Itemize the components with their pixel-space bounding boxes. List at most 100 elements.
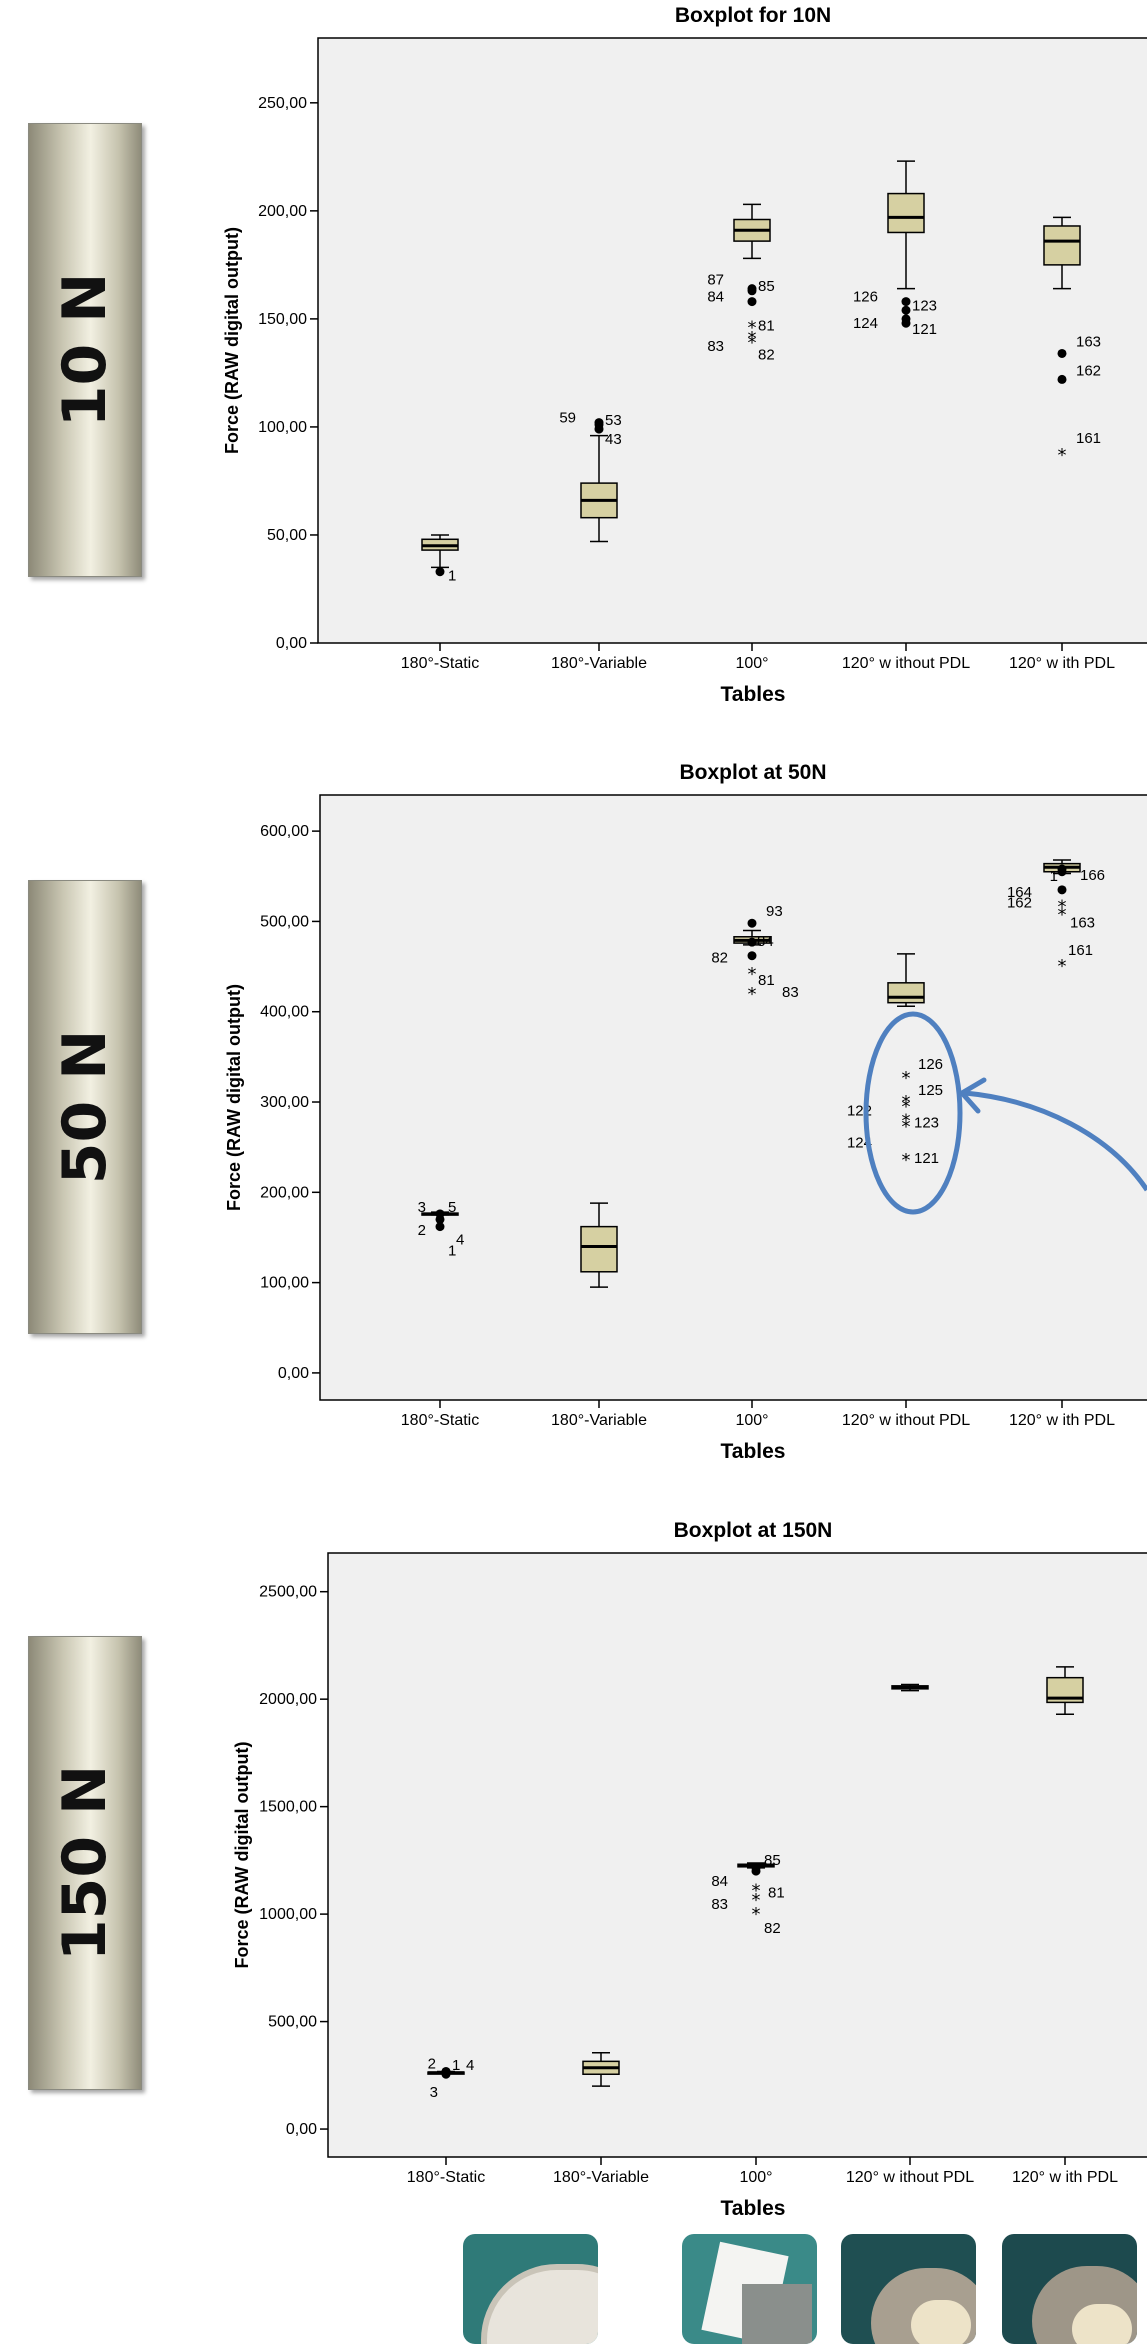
outlier-label: 126 <box>918 1056 943 1073</box>
highlight-arrow <box>964 1090 1147 1192</box>
x-axis-label: Tables <box>721 1440 786 1463</box>
y-tick-label: 250,00 <box>258 95 307 112</box>
outlier-point <box>901 305 911 315</box>
x-tick-label: 180°-Variable <box>551 1412 647 1429</box>
outlier-label: 1 <box>448 1243 456 1260</box>
outlier-label: 126 <box>853 289 878 306</box>
outlier-label: 1 <box>452 2057 460 2074</box>
outlier-label: 125 <box>918 1082 943 1099</box>
y-tick-label: 100,00 <box>260 1275 309 1292</box>
outlier-label: 2 <box>428 2055 436 2072</box>
outlier-label: 81 <box>758 972 775 989</box>
outlier-star: * <box>748 328 757 349</box>
y-tick-label: 100,00 <box>258 419 307 436</box>
box-3 <box>887 953 925 1008</box>
outlier-label: 3 <box>430 2084 438 2101</box>
outlier-label: 84 <box>707 289 724 306</box>
outlier-label: 83 <box>711 1896 728 1913</box>
chart-title: Boxplot at 50N <box>679 761 826 784</box>
outlier-point <box>747 286 757 296</box>
side-label-150n: 150 N <box>28 1636 142 2090</box>
outlier-star: * <box>1058 956 1067 977</box>
outlier-star: * <box>1058 904 1067 925</box>
outlier-label: 85 <box>764 1852 781 1869</box>
outlier-label: 83 <box>707 338 724 355</box>
outlier-point <box>441 2069 451 2079</box>
outlier-point <box>435 567 445 577</box>
box-3 <box>887 160 925 290</box>
outlier-label: 87 <box>707 272 724 289</box>
y-tick-label: 400,00 <box>260 1004 309 1021</box>
outlier-label: 3 <box>418 1199 426 1216</box>
box-iqr <box>887 982 925 1004</box>
boxplot-50n: Boxplot at 50N 0,00 100,00 200,00 300,00 400,… <box>224 761 1147 1463</box>
outlier-point <box>747 937 757 947</box>
outlier-point <box>1057 867 1067 877</box>
outlier-label: 121 <box>912 321 937 338</box>
outlier-point <box>435 1214 445 1224</box>
outlier-label: 162 <box>1007 894 1032 911</box>
box-1 <box>580 1202 618 1288</box>
x-tick-label: 180°-Variable <box>553 2169 649 2186</box>
x-tick-label: 100° <box>735 1412 768 1429</box>
outlier-star: * <box>748 964 757 985</box>
x-tick-label: 180°-Variable <box>551 655 647 672</box>
plot-area <box>317 37 1147 644</box>
x-tick-label: 120° w ithout PDL <box>846 2169 974 2186</box>
y-axis-label: Force (RAW digital output) <box>224 984 244 1211</box>
y-tick-label: 1000,00 <box>259 1906 317 1923</box>
outlier-label: 1 <box>1050 868 1058 885</box>
outlier-label: 59 <box>559 410 576 427</box>
photo-120-table <box>1002 2234 1137 2344</box>
x-tick-label: 180°-Static <box>401 655 479 672</box>
outlier-label: 43 <box>605 431 622 448</box>
outlier-star: * <box>748 984 757 1005</box>
outlier-point <box>1057 348 1067 358</box>
y-tick-label: 200,00 <box>258 203 307 220</box>
outlier-label: 163 <box>1076 333 1101 350</box>
outlier-label: 84 <box>757 933 774 950</box>
outlier-label: 4 <box>456 1231 464 1248</box>
outlier-star: * <box>752 1904 761 1925</box>
outlier-label: 85 <box>758 278 775 295</box>
outlier-label: 82 <box>711 950 728 967</box>
photo-static-table <box>463 2234 598 2344</box>
outlier-label: 83 <box>782 984 799 1001</box>
side-label-50n: 50 N <box>28 880 142 1334</box>
outlier-label: 164 <box>1007 884 1032 901</box>
box-1 <box>582 2052 620 2087</box>
outlier-point <box>747 297 757 307</box>
outlier-label: 166 <box>1080 867 1105 884</box>
y-axis-label: Force (RAW digital output) <box>222 227 242 454</box>
y-tick-label: 50,00 <box>267 527 307 544</box>
chart-title: Boxplot at 150N <box>674 1519 833 1542</box>
y-tick-label: 0,00 <box>276 635 307 652</box>
outlier-star: * <box>902 1068 911 1089</box>
outlier-label: 163 <box>1070 914 1095 931</box>
y-tick-label: 500,00 <box>268 2014 317 2031</box>
outlier-point <box>747 951 757 961</box>
x-tick-label: 100° <box>735 655 768 672</box>
outlier-label: 84 <box>711 1873 728 1890</box>
y-tick-label: 300,00 <box>260 1094 309 1111</box>
x-tick-label: 100° <box>739 2169 772 2186</box>
box-iqr <box>580 1225 618 1273</box>
outlier-label: 82 <box>758 347 775 364</box>
outlier-label: 121 <box>914 1150 939 1167</box>
photo-100-table <box>841 2234 976 2344</box>
outlier-star: * <box>902 1117 911 1138</box>
outlier-label: 162 <box>1076 362 1101 379</box>
x-tick-label: 120° w ith PDL <box>1009 1412 1115 1429</box>
outlier-star: * <box>752 1880 761 1901</box>
plot-area <box>319 794 1147 1401</box>
y-tick-label: 2000,00 <box>259 1691 317 1708</box>
side-label-10n: 10 N <box>28 123 142 577</box>
outlier-point <box>594 424 604 434</box>
y-tick-label: 0,00 <box>278 1365 309 1382</box>
box-1 <box>580 434 618 543</box>
outlier-label: 161 <box>1076 430 1101 447</box>
y-tick-label: 0,00 <box>286 2121 317 2138</box>
y-tick-label: 1500,00 <box>259 1799 317 1816</box>
outlier-star: * <box>748 317 757 338</box>
